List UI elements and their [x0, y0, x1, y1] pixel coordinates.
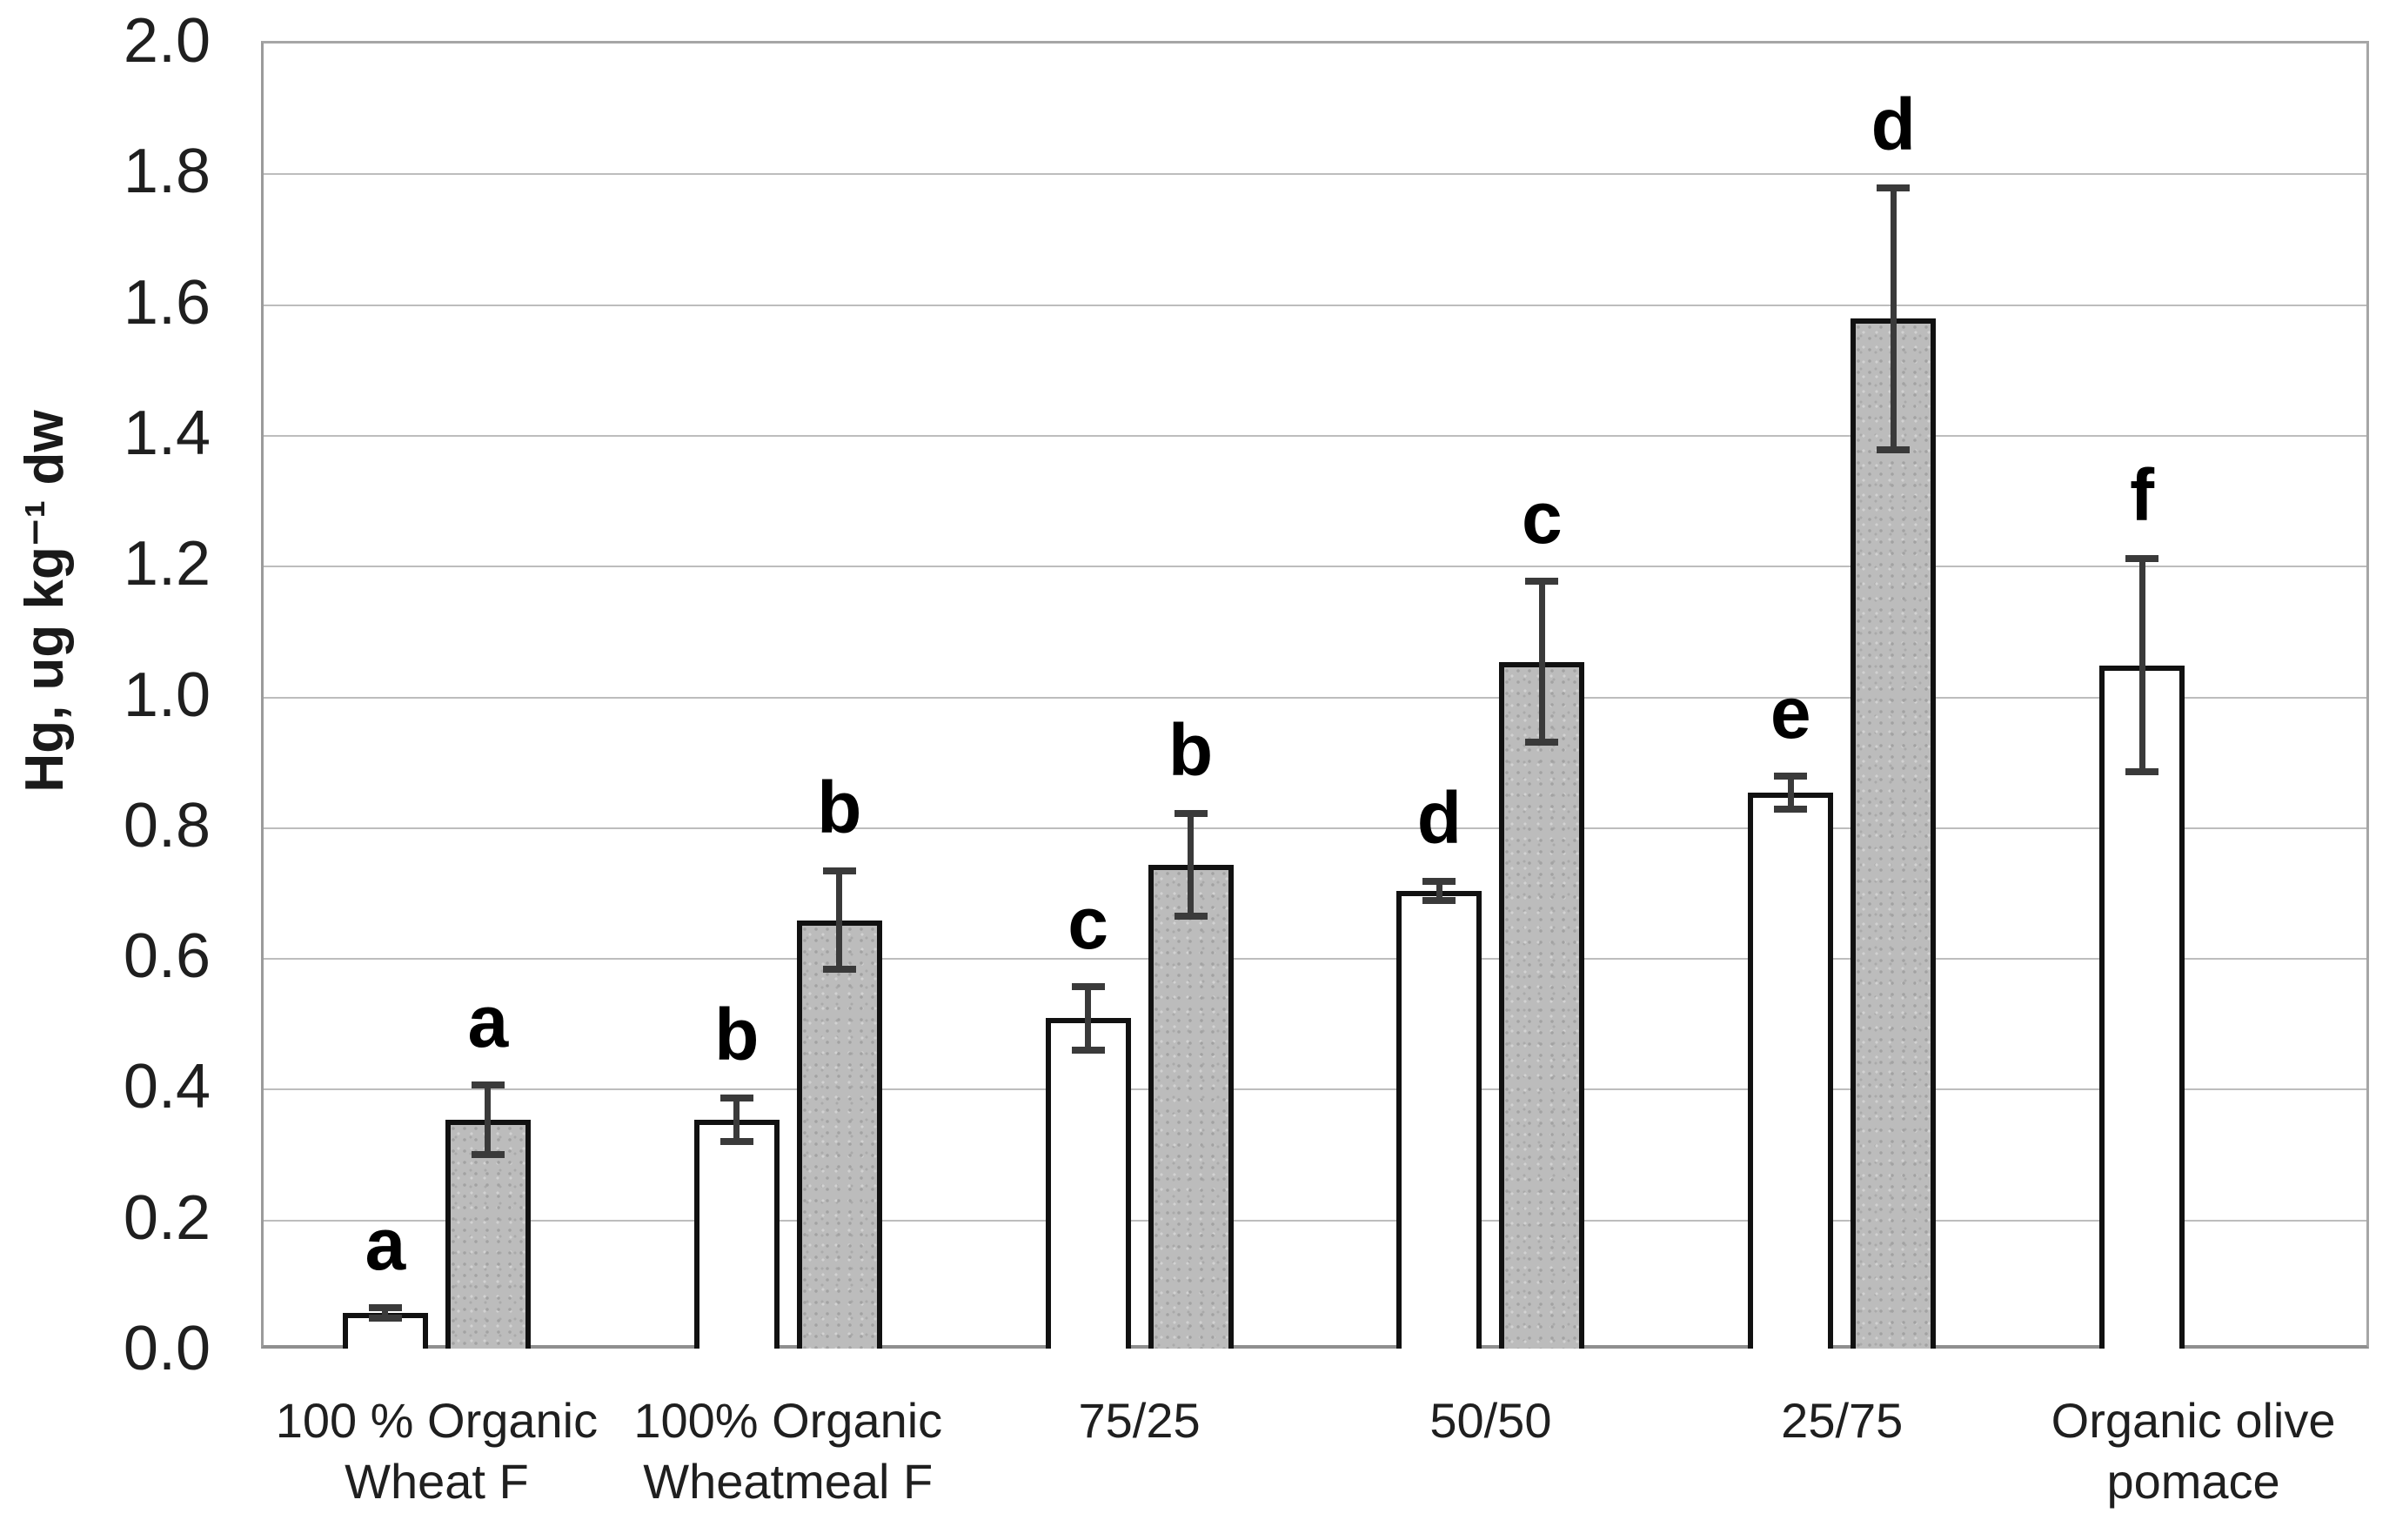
- error-bar-cap-bottom: [1071, 1046, 1105, 1054]
- error-bar: [1085, 987, 1092, 1050]
- bar-white-4: [1748, 793, 1834, 1349]
- bar-gray-1: [796, 920, 882, 1349]
- error-bar-cap-top: [1525, 578, 1559, 586]
- error-bar: [2138, 559, 2145, 773]
- significance-letter: f: [2130, 454, 2155, 537]
- error-bar-cap-top: [719, 1095, 753, 1102]
- x-category-label: Organic olive pomace: [2051, 1393, 2336, 1509]
- error-bar-cap-top: [822, 867, 856, 875]
- error-bar-cap-top: [1877, 184, 1911, 192]
- error-bar: [485, 1085, 492, 1155]
- y-tick-label: 0.2: [123, 1182, 211, 1253]
- gridline: [264, 1219, 2366, 1222]
- plot-area: [261, 41, 2369, 1349]
- gridline: [264, 304, 2366, 306]
- x-category-label: 50/50: [1429, 1393, 1552, 1448]
- gridline: [264, 434, 2366, 437]
- error-bar-cap-top: [1071, 983, 1105, 991]
- significance-letter: b: [817, 767, 862, 849]
- y-tick-label: 0.8: [123, 790, 211, 860]
- gridline: [264, 827, 2366, 829]
- gridline: [264, 566, 2366, 568]
- error-bar-cap-bottom: [1174, 912, 1208, 920]
- error-bar: [1538, 581, 1545, 743]
- error-bar-cap-top: [1422, 877, 1456, 885]
- x-category-label: 100 % Organic Wheat F: [275, 1393, 599, 1509]
- y-tick-label: 0.4: [123, 1052, 211, 1122]
- gridline: [264, 696, 2366, 699]
- y-tick-label: 1.8: [123, 137, 211, 207]
- error-bar-cap-bottom: [2125, 768, 2159, 776]
- significance-letter: e: [1770, 672, 1811, 754]
- bar-white-3: [1396, 890, 1482, 1349]
- gridline: [264, 173, 2366, 176]
- bar-gray-4: [1851, 318, 1937, 1349]
- error-bar-cap-bottom: [1774, 806, 1808, 813]
- x-category-label: 25/75: [1781, 1393, 1904, 1448]
- bar-gray-3: [1499, 661, 1585, 1349]
- x-category-label: 100% Organic Wheatmeal F: [633, 1393, 943, 1509]
- error-bar: [836, 871, 843, 970]
- error-bar: [733, 1098, 740, 1142]
- bar-white-1: [693, 1119, 780, 1349]
- gridline: [264, 1088, 2366, 1091]
- y-tick-label: 1.0: [123, 660, 211, 730]
- significance-letter: a: [365, 1202, 406, 1285]
- error-bar-cap-bottom: [822, 966, 856, 974]
- significance-letter: d: [1416, 776, 1462, 859]
- significance-letter: b: [1168, 709, 1214, 792]
- significance-letter: c: [1067, 882, 1108, 965]
- error-bar-cap-bottom: [471, 1150, 505, 1158]
- significance-letter: c: [1522, 477, 1563, 559]
- y-tick-label: 1.6: [123, 267, 211, 338]
- error-bar-cap-bottom: [719, 1137, 753, 1145]
- y-tick-label: 0.0: [123, 1314, 211, 1383]
- significance-letter: b: [714, 994, 760, 1076]
- gridline: [264, 958, 2366, 961]
- y-tick-label: 1.4: [123, 398, 211, 468]
- y-tick-label: 0.6: [123, 921, 211, 992]
- bar-white-5: [2099, 665, 2185, 1349]
- error-bar: [1436, 880, 1442, 901]
- error-bar: [1188, 814, 1195, 916]
- error-bar: [1787, 776, 1794, 809]
- bar-white-2: [1045, 1018, 1131, 1349]
- x-category-label: 75/25: [1078, 1393, 1201, 1448]
- error-bar-cap-top: [1774, 773, 1808, 780]
- significance-letter: a: [467, 981, 509, 1063]
- y-tick-label: 1.2: [123, 529, 211, 599]
- error-bar-cap-top: [368, 1303, 402, 1311]
- error-bar-cap-bottom: [1877, 445, 1911, 453]
- error-bar-cap-top: [2125, 555, 2159, 563]
- error-bar-cap-bottom: [368, 1314, 402, 1322]
- error-bar: [1890, 188, 1897, 450]
- error-bar: [382, 1307, 389, 1318]
- significance-letter: d: [1871, 84, 1916, 166]
- y-tick-label: 2.0: [123, 6, 211, 76]
- bar-gray-2: [1148, 864, 1234, 1349]
- error-bar-cap-top: [1174, 810, 1208, 818]
- error-bar-cap-top: [471, 1081, 505, 1089]
- error-bar-cap-bottom: [1422, 897, 1456, 905]
- error-bar-cap-bottom: [1525, 739, 1559, 747]
